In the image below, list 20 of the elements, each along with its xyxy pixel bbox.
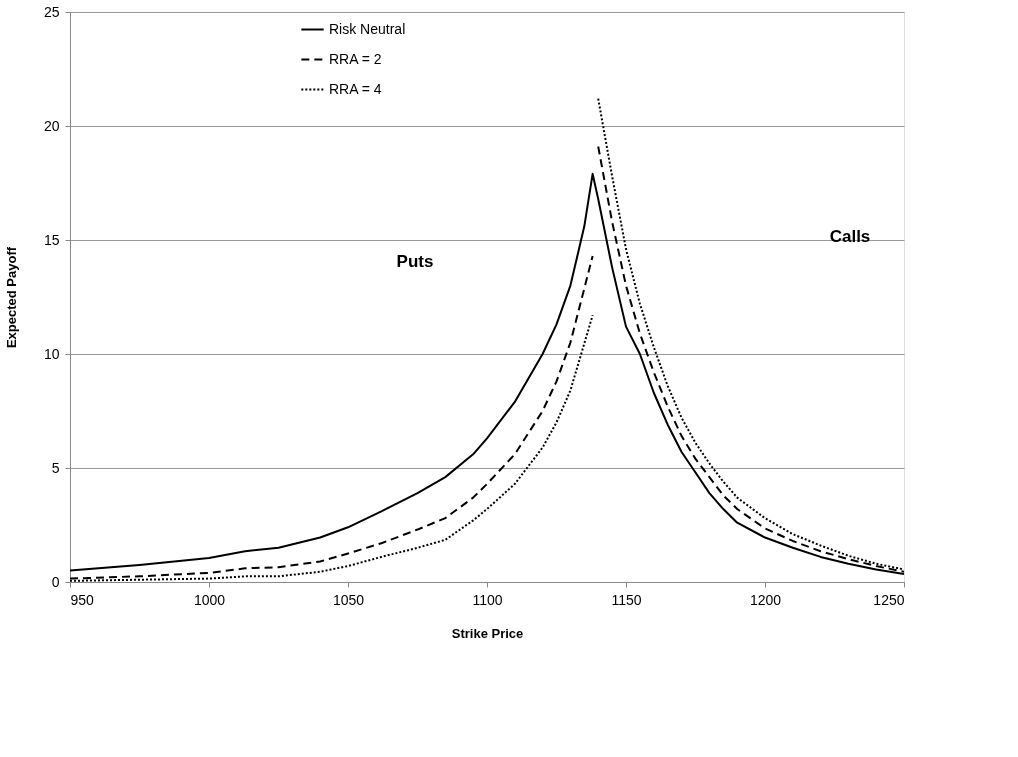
x-tick-label: 1200: [749, 591, 782, 608]
annotation: Puts: [396, 252, 434, 271]
x-tick-label: 1050: [332, 591, 365, 608]
legend-label: Risk Neutral: [329, 20, 406, 37]
x-axis-title: Strike Price: [451, 625, 524, 641]
annotation: Calls: [829, 227, 871, 246]
y-tick-label: 0: [51, 573, 60, 590]
y-axis-title: Expected Payoff: [3, 246, 19, 349]
x-tick-label: 1150: [611, 591, 642, 608]
x-tick-label: 1100: [472, 591, 503, 608]
y-tick-label: 5: [51, 459, 60, 476]
x-tick-label: 950: [70, 591, 95, 608]
y-tick-label: 25: [43, 3, 60, 20]
legend-label: RRA = 2: [329, 50, 382, 67]
x-tick-label: 1250: [873, 591, 905, 608]
y-tick-label: 10: [43, 345, 60, 362]
legend-label: RRA = 4: [329, 80, 382, 97]
y-tick-label: 20: [43, 117, 60, 134]
x-tick-label: 1000: [193, 591, 226, 608]
y-tick-label: 15: [43, 231, 60, 248]
